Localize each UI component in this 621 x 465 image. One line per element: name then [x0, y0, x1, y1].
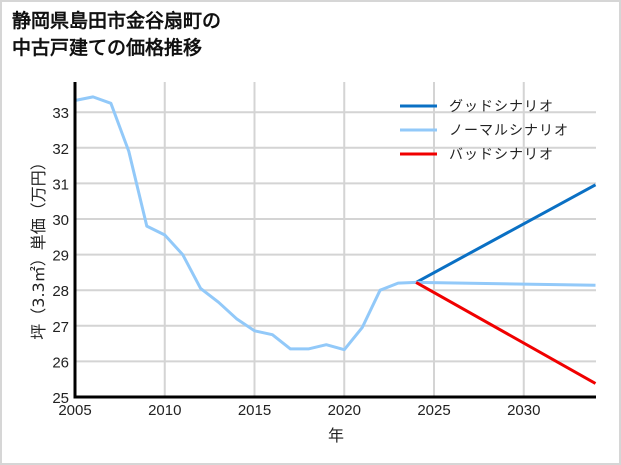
y-axis-label: 坪（3.3㎡）単価（万円） — [29, 154, 48, 339]
y-tick-label: 31 — [52, 176, 69, 193]
y-tick-label: 32 — [52, 141, 69, 158]
y-tick-label: 26 — [52, 354, 69, 371]
y-tick-label: 30 — [52, 212, 69, 229]
legend-label: バッドシナリオ — [449, 147, 554, 163]
series-line — [415, 281, 597, 385]
x-tick-label: 2010 — [148, 402, 181, 419]
data-series — [74, 95, 597, 385]
x-tick-label: 2025 — [417, 402, 450, 419]
x-axis-label: 年 — [328, 426, 344, 445]
y-tick-label: 25 — [52, 390, 69, 407]
y-tick-label: 33 — [52, 105, 69, 122]
chart-title-line-2: 中古戸建ての価格推移 — [12, 37, 203, 59]
legend-label: ノーマルシナリオ — [449, 123, 569, 139]
axes — [73, 82, 596, 399]
chart-title: 静岡県島田市金谷扇町の 中古戸建ての価格推移 — [12, 8, 221, 62]
y-tick-label: 29 — [52, 248, 69, 265]
x-tick-label: 2030 — [507, 402, 540, 419]
chart-title-line-1: 静岡県島田市金谷扇町の — [12, 10, 222, 32]
series-line — [415, 183, 597, 284]
x-tick-label: 2015 — [238, 402, 271, 419]
x-tick-label: 2005 — [58, 402, 91, 419]
series-line — [74, 95, 596, 352]
y-tick-label: 28 — [52, 283, 69, 300]
x-tick-label: 2020 — [328, 402, 361, 419]
y-tick-label: 27 — [52, 319, 69, 336]
tick-labels: 25 26 27 28 29 30 31 32 33 2005 2010 2015 2020 2025 20… — [52, 105, 540, 419]
legend-label: グッドシナリオ — [449, 99, 554, 115]
